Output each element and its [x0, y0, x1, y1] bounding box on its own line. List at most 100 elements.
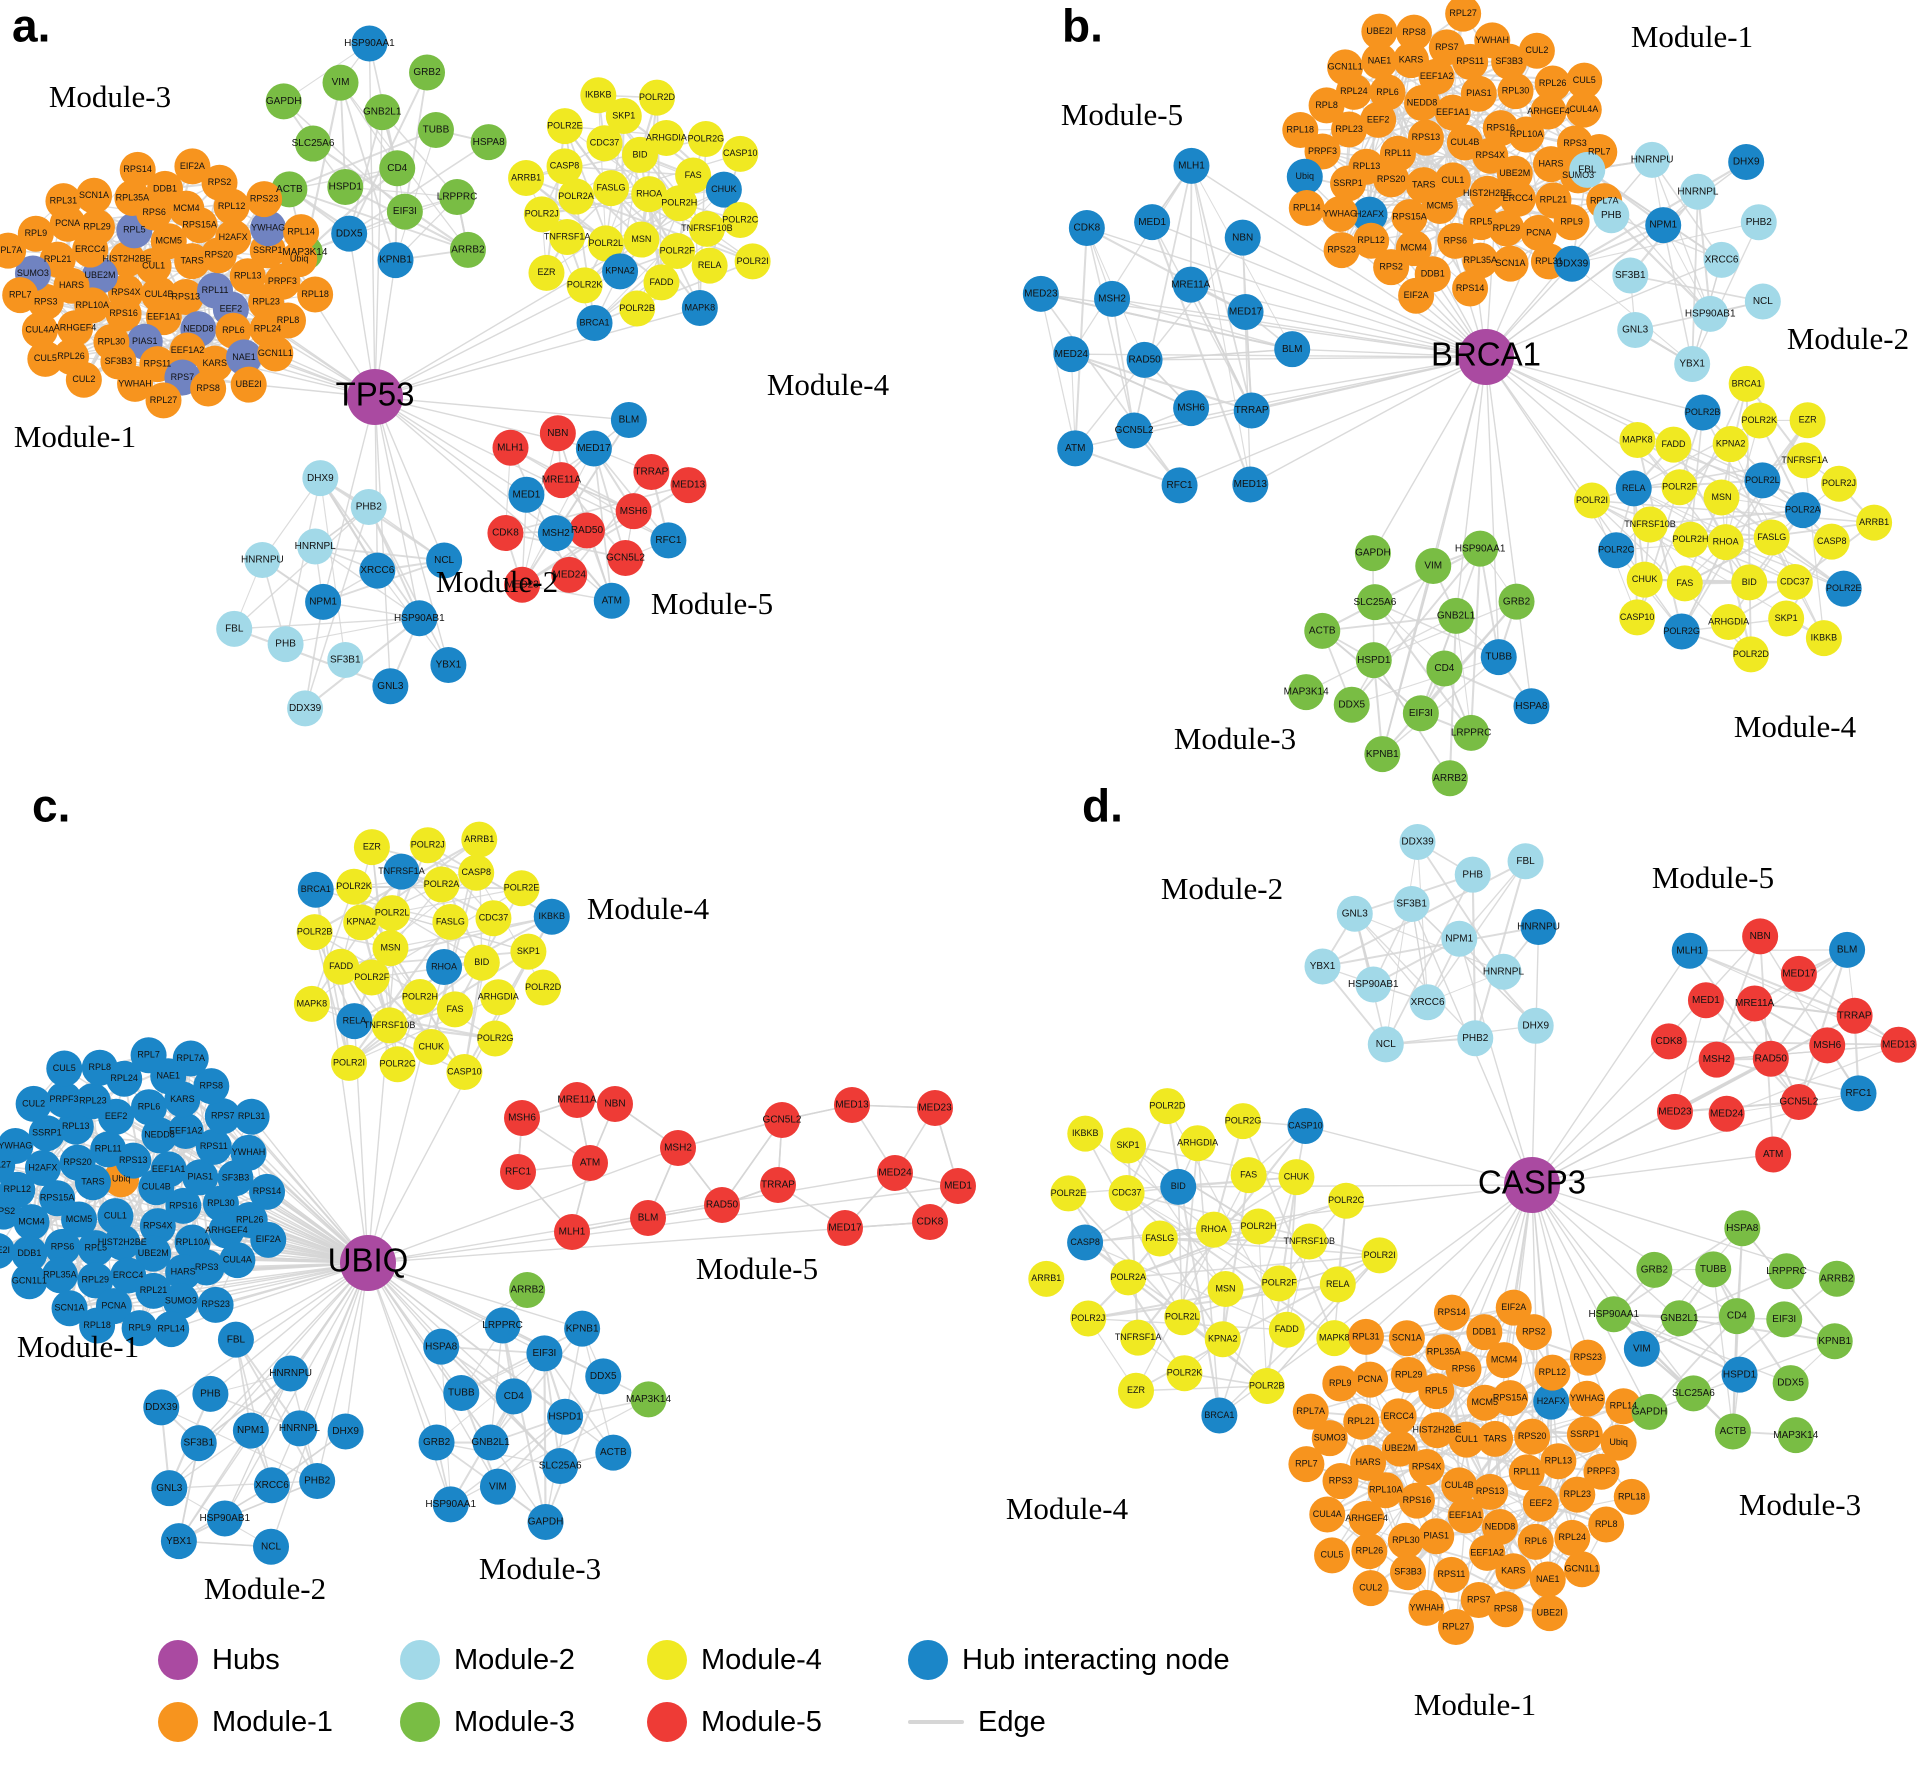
edge — [450, 1416, 566, 1505]
node-MAPK8 — [293, 985, 330, 1022]
node-label-CDC37: CDC37 — [590, 138, 620, 148]
node-label-POLR2A: POLR2A — [1110, 1272, 1146, 1282]
node-POLR2J — [409, 827, 446, 864]
hub-edge — [1531, 926, 1540, 1186]
node-CDK8 — [1068, 209, 1105, 246]
node-label-RPL12: RPL12 — [1539, 1367, 1567, 1377]
edge — [1086, 227, 1135, 431]
node-SSRP1 — [1566, 1416, 1603, 1453]
edge — [1040, 292, 1293, 351]
module-label: Module-3 — [1739, 1487, 1861, 1522]
node-MSN — [372, 930, 409, 967]
edge — [1797, 949, 1849, 1103]
node-label-RPL27: RPL27 — [1449, 8, 1477, 18]
node-EEF1A2 — [1418, 58, 1455, 95]
hub-edge — [344, 1262, 369, 1432]
node-FADD — [643, 264, 680, 301]
node-label-NCL: NCL — [1376, 1039, 1396, 1050]
node-label-MED13: MED13 — [1234, 479, 1268, 490]
node-ARHGDIA — [1710, 603, 1747, 640]
node-label-CDC37: CDC37 — [1112, 1187, 1142, 1197]
node-label-POLR2I: POLR2I — [333, 1057, 365, 1067]
node-POLR2G — [1663, 613, 1700, 650]
node-label-XRCC6: XRCC6 — [1411, 997, 1445, 1008]
node-label-TNFRSF1A: TNFRSF1A — [1781, 455, 1828, 465]
edge — [1354, 913, 1504, 973]
node-label-CUL4B: CUL4B — [144, 289, 173, 299]
node-label-FADD: FADD — [649, 277, 674, 287]
edge — [521, 433, 559, 585]
edge — [233, 627, 391, 688]
node-label-PHB: PHB — [1601, 210, 1622, 221]
node-label-KARS: KARS — [1501, 1566, 1526, 1576]
node-MED1 — [1687, 982, 1724, 1019]
node-label-HNRNPL: HNRNPL — [279, 1423, 321, 1434]
node-ARRB2 — [1431, 760, 1468, 797]
node-TRRAP — [633, 453, 670, 490]
node-CUL2 — [65, 361, 102, 398]
node-SKP1 — [605, 98, 642, 135]
edge — [1651, 159, 1723, 261]
edge — [1135, 1385, 1267, 1392]
node-RPS13 — [1472, 1473, 1509, 1510]
node-label-EIF3I: EIF3I — [1772, 1314, 1796, 1325]
node-RPS2 — [201, 164, 238, 201]
node-label-RPL24: RPL24 — [110, 1073, 138, 1083]
node-POLR2K — [1741, 402, 1778, 439]
node-CUL4A — [219, 1242, 256, 1279]
node-LRPPRC — [484, 1307, 521, 1344]
node-label-IKBKB: IKBKB — [585, 90, 612, 100]
node-label-RPL10A: RPL10A — [1369, 1485, 1403, 1495]
node-HNRNPU — [272, 1355, 309, 1392]
node-ARRB1 — [1856, 504, 1893, 541]
node-EIF3I — [1766, 1301, 1803, 1338]
node-label-RPS6: RPS6 — [1452, 1364, 1476, 1374]
node-MED1 — [508, 476, 545, 513]
node-MCM4 — [1486, 1342, 1523, 1379]
node-YWHAH — [230, 1134, 267, 1171]
edge — [521, 510, 635, 586]
node-FBL — [1569, 151, 1606, 188]
node-RPS16 — [165, 1187, 202, 1224]
node-label-CUL5: CUL5 — [34, 353, 57, 363]
edge — [1591, 499, 1750, 584]
hub-edge — [198, 1262, 369, 1444]
node-YWHAG — [1569, 1380, 1606, 1417]
node-label-POLR2L: POLR2L — [1165, 1312, 1200, 1322]
edge — [489, 1328, 583, 1444]
node-RPS7 — [204, 1098, 241, 1135]
edge — [1190, 165, 1253, 411]
node-FASLG — [1141, 1220, 1178, 1257]
node-label-HSPD1: HSPD1 — [329, 182, 363, 193]
hub-edge — [374, 396, 421, 619]
node-RPS11 — [1433, 1556, 1470, 1593]
edge — [460, 1289, 528, 1394]
node-label-SLC25A6: SLC25A6 — [539, 1461, 582, 1472]
edge — [235, 1339, 318, 1482]
node-label-HIST2H2BE: HIST2H2BE — [1463, 188, 1512, 198]
node-label-RPS14: RPS14 — [1438, 1307, 1467, 1317]
node-label-EEF2: EEF2 — [1530, 1498, 1553, 1508]
node-RPL13 — [1540, 1443, 1577, 1480]
node-label-RPL13: RPL13 — [62, 1121, 90, 1131]
edge — [1074, 447, 1180, 487]
node-CUL5 — [1314, 1537, 1351, 1574]
node-label-UBE2M: UBE2M — [138, 1248, 169, 1258]
node-CDK8 — [1650, 1023, 1687, 1060]
node-FASLG — [432, 903, 469, 940]
node-label-FASLG: FASLG — [1757, 532, 1786, 542]
node-label-ERCC4: ERCC4 — [1383, 1411, 1414, 1421]
node-POLR2D — [525, 969, 562, 1006]
node-label-CDK8: CDK8 — [917, 1217, 944, 1228]
node-label-RPS2: RPS2 — [1522, 1326, 1546, 1336]
node-label-H2AFX: H2AFX — [1355, 209, 1384, 219]
edge — [1084, 1133, 1184, 1318]
node-RPL7 — [130, 1037, 167, 1074]
node-XRCC6 — [359, 552, 396, 589]
node-label-MSH6: MSH6 — [1177, 403, 1205, 414]
node-label-CDK8: CDK8 — [492, 528, 519, 539]
node-label-POLR2D: POLR2D — [1733, 649, 1770, 659]
node-POLR2E — [503, 870, 540, 907]
node-label-RPS8: RPS8 — [1402, 27, 1426, 37]
node-label-ARRB2: ARRB2 — [1820, 1273, 1854, 1284]
